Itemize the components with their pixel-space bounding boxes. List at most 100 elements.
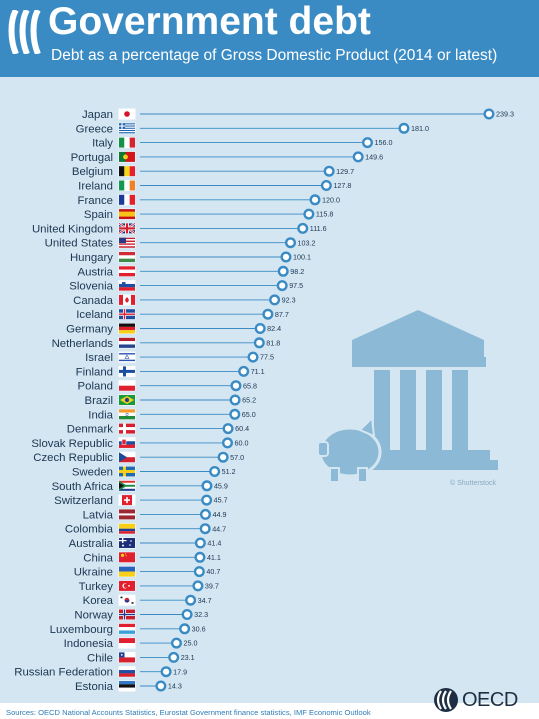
country-label: Canada: [73, 295, 114, 307]
value-label: 60.0: [235, 439, 249, 448]
chart-row: Austria 98.2: [78, 265, 304, 278]
country-label: United Kingdom: [32, 223, 113, 235]
country-label: Estonia: [75, 681, 114, 693]
latvia-flag-icon: [118, 508, 136, 520]
value-label: 77.5: [260, 353, 274, 362]
chart-row: Chile 23.1: [87, 651, 195, 664]
value-marker: [280, 251, 292, 263]
chart-row: Russian Federation 17.9: [14, 666, 187, 679]
value-label: 34.7: [198, 596, 212, 605]
norway-flag-icon: [118, 609, 136, 620]
china-flag-icon: [118, 551, 136, 563]
indonesia-flag-icon: [118, 637, 136, 649]
country-label: Greece: [76, 123, 113, 135]
chart-row: Korea 34.7: [83, 594, 212, 607]
value-marker: [199, 508, 211, 520]
finland-flag-icon: [118, 365, 136, 377]
chart-row: Poland 65.8: [78, 380, 257, 393]
united-kingdom-flag-icon: [118, 222, 136, 235]
country-label: Latvia: [83, 509, 114, 521]
value-marker: [194, 537, 206, 549]
value-marker: [179, 623, 191, 635]
country-label: China: [83, 552, 113, 564]
value-marker: [276, 280, 288, 292]
chart-row: Finland 71.1: [76, 365, 265, 378]
country-label: Turkey: [79, 581, 114, 593]
value-label: 32.3: [194, 610, 208, 619]
value-label: 45.9: [214, 481, 228, 490]
luxembourg-flag-icon: [118, 623, 136, 635]
value-label: 120.0: [322, 195, 340, 204]
chart-row: Slovak Republic 60.0: [31, 437, 249, 450]
chart-row: Latvia 44.9: [83, 508, 226, 521]
chart-row: Sweden 51.2: [72, 466, 236, 479]
czech-republic-flag-icon: [118, 451, 136, 463]
india-flag-icon: [118, 408, 136, 420]
value-marker: [238, 365, 250, 377]
country-label: Indonesia: [64, 638, 114, 650]
value-marker: [170, 637, 182, 649]
korea-flag-icon: [118, 594, 136, 606]
country-label: Australia: [69, 538, 114, 550]
chart-row: Norway 32.3: [74, 609, 208, 622]
colombia-flag-icon: [118, 523, 136, 535]
chart-row: Luxembourg 30.6: [50, 623, 206, 636]
canada-flag-icon: [118, 294, 136, 306]
germany-flag-icon: [118, 323, 136, 334]
oecd-chevron-icon: [8, 10, 41, 54]
value-label: 129.7: [336, 167, 354, 176]
chart-row: Belgium 129.7: [72, 165, 354, 178]
country-label: Colombia: [65, 524, 114, 536]
value-label: 41.4: [207, 539, 221, 548]
country-label: Netherlands: [52, 338, 114, 350]
chart-row: France 120.0: [78, 194, 340, 207]
value-label: 111.6: [310, 224, 327, 233]
value-label: 30.6: [192, 624, 206, 633]
chart-row: Slovenia 97.5: [69, 280, 303, 293]
header-banner: Government debt Debt as a percentage of …: [0, 0, 539, 77]
value-marker: [229, 394, 241, 406]
denmark-flag-icon: [118, 423, 136, 435]
country-label: Slovenia: [69, 281, 113, 293]
chart-row: Hungary 100.1: [70, 251, 311, 264]
country-label: United States: [45, 238, 114, 250]
value-marker: [398, 122, 410, 134]
value-label: 23.1: [181, 653, 195, 662]
value-label: 65.2: [242, 396, 256, 405]
value-label: 156.0: [375, 138, 393, 147]
value-label: 65.8: [243, 381, 257, 390]
value-marker: [229, 408, 241, 420]
country-label: Poland: [78, 381, 113, 393]
value-label: 51.2: [222, 467, 236, 476]
value-label: 39.7: [205, 582, 219, 591]
hungary-flag-icon: [118, 251, 136, 263]
value-marker: [194, 551, 206, 563]
italy-flag-icon: [118, 137, 136, 149]
greece-flag-icon: [118, 122, 136, 134]
chart-row: Ukraine 40.7: [74, 566, 220, 579]
chart-row: Japan 239.3: [82, 108, 514, 121]
value-marker: [199, 523, 211, 535]
estonia-flag-icon: [118, 680, 136, 692]
country-label: Austria: [78, 266, 114, 278]
chart-row: Australia 41.4: [69, 537, 221, 550]
australia-flag-icon: [118, 537, 136, 549]
value-marker: [483, 108, 495, 120]
country-label: Brazil: [85, 395, 113, 407]
ukraine-flag-icon: [118, 566, 136, 578]
country-label: Norway: [74, 610, 113, 622]
value-label: 40.7: [206, 567, 220, 576]
austria-flag-icon: [118, 265, 136, 277]
value-marker: [193, 566, 205, 578]
value-marker: [303, 208, 315, 220]
country-label: Portugal: [71, 152, 113, 164]
japan-flag-icon: [118, 108, 136, 120]
country-label: Iceland: [76, 309, 113, 321]
value-marker: [222, 423, 234, 435]
poland-flag-icon: [118, 380, 136, 392]
value-marker: [262, 308, 274, 320]
value-label: 149.6: [365, 153, 383, 162]
iceland-flag-icon: [118, 308, 136, 320]
ireland-flag-icon: [118, 180, 136, 191]
country-label: Slovak Republic: [31, 438, 113, 450]
